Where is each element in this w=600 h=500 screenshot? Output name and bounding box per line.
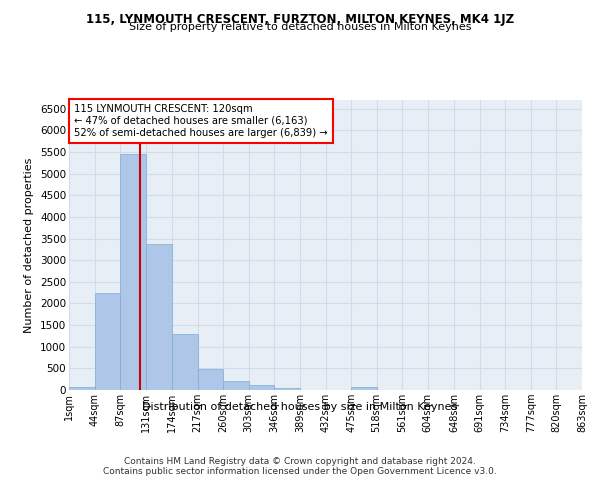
Text: Contains HM Land Registry data © Crown copyright and database right 2024.: Contains HM Land Registry data © Crown c…: [124, 458, 476, 466]
Bar: [120, 154, 146, 390]
Bar: [146, 244, 172, 390]
Bar: [69, 387, 95, 390]
Y-axis label: Number of detached properties: Number of detached properties: [25, 158, 34, 332]
Bar: [95, 292, 120, 390]
Text: 115 LYNMOUTH CRESCENT: 120sqm
← 47% of detached houses are smaller (6,163)
52% o: 115 LYNMOUTH CRESCENT: 120sqm ← 47% of d…: [74, 104, 328, 138]
Text: Size of property relative to detached houses in Milton Keynes: Size of property relative to detached ho…: [129, 22, 471, 32]
Bar: [249, 386, 274, 390]
Bar: [172, 334, 197, 390]
Text: Contains public sector information licensed under the Open Government Licence v3: Contains public sector information licen…: [103, 468, 497, 476]
Text: 115, LYNMOUTH CRESCENT, FURZTON, MILTON KEYNES, MK4 1JZ: 115, LYNMOUTH CRESCENT, FURZTON, MILTON …: [86, 12, 514, 26]
Bar: [274, 388, 300, 390]
Bar: [223, 380, 249, 390]
Text: Distribution of detached houses by size in Milton Keynes: Distribution of detached houses by size …: [142, 402, 458, 412]
Bar: [351, 388, 377, 390]
Bar: [197, 369, 223, 390]
